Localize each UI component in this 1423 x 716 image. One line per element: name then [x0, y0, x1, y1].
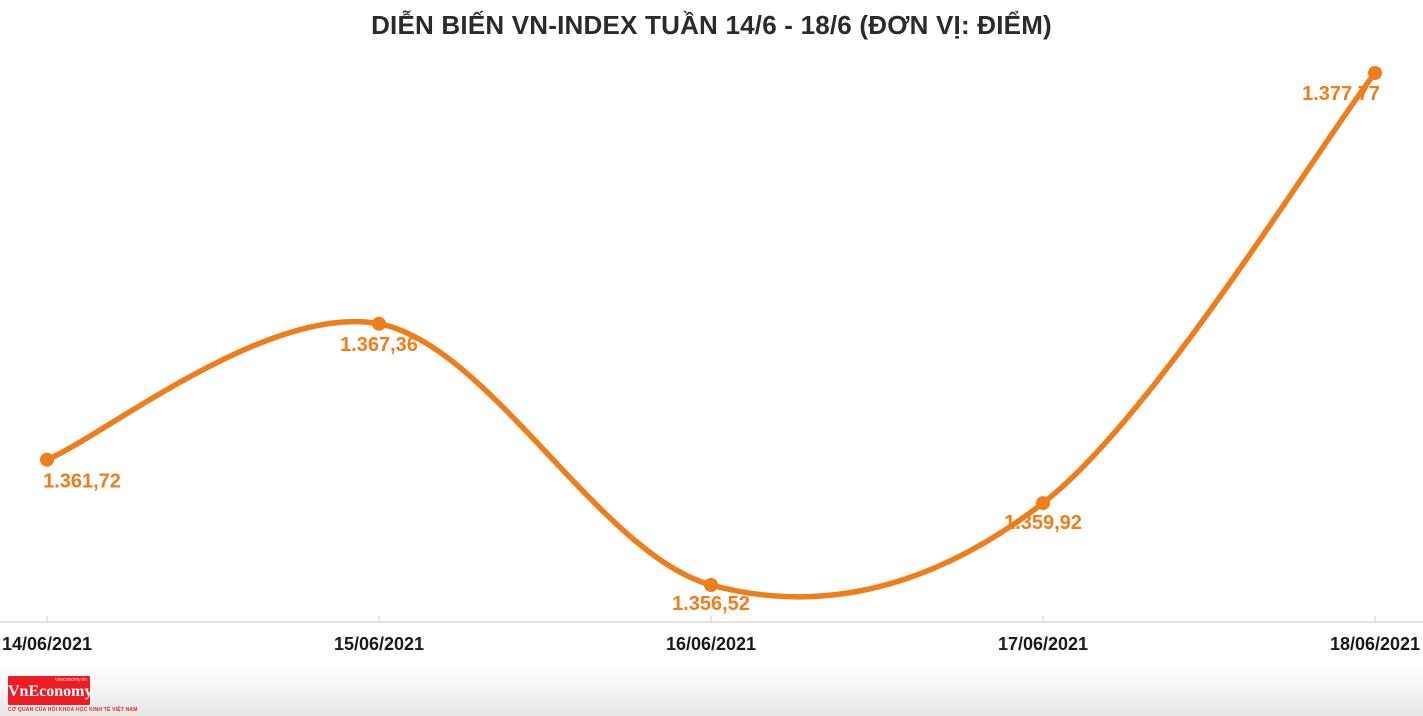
- chart-title: DIỄN BIẾN VN-INDEX TUẦN 14/6 - 18/6 (ĐƠN…: [371, 10, 1052, 40]
- data-point-marker: [704, 578, 718, 592]
- point-value-label: 1.359,92: [1004, 512, 1082, 534]
- logo-tagline-top: vneconomy.vn: [55, 677, 87, 683]
- x-axis-label: 16/06/2021: [666, 634, 756, 654]
- point-value-label: 1.367,36: [340, 334, 418, 356]
- data-point-marker: [1368, 66, 1382, 80]
- vneconomy-logo: vneconomy.vn VnEconomy CƠ QUAN CỦA HỘI K…: [8, 676, 138, 713]
- logo-wordmark: VnEconomy: [8, 683, 93, 700]
- x-axis-label: 14/06/2021: [2, 634, 92, 654]
- vneconomy-logo-box: vneconomy.vn VnEconomy: [8, 676, 93, 705]
- footer-gradient: [0, 664, 1423, 716]
- x-axis-label: 18/06/2021: [1330, 634, 1420, 654]
- data-point-marker: [1036, 496, 1050, 511]
- x-axis-label: 17/06/2021: [998, 634, 1088, 654]
- logo-tagline-bottom: CƠ QUAN CỦA HỘI KHOA HỌC KINH TẾ VIỆT NA…: [8, 707, 138, 713]
- point-value-label: 1.356,52: [672, 593, 750, 615]
- point-value-label: 1.377,77: [1302, 83, 1380, 105]
- data-point-marker: [372, 316, 386, 331]
- vn-index-line: [44, 70, 1378, 600]
- x-axis-label: 15/06/2021: [334, 634, 424, 654]
- data-point-marker: [40, 452, 54, 467]
- point-value-label: 1.361,72: [43, 471, 121, 493]
